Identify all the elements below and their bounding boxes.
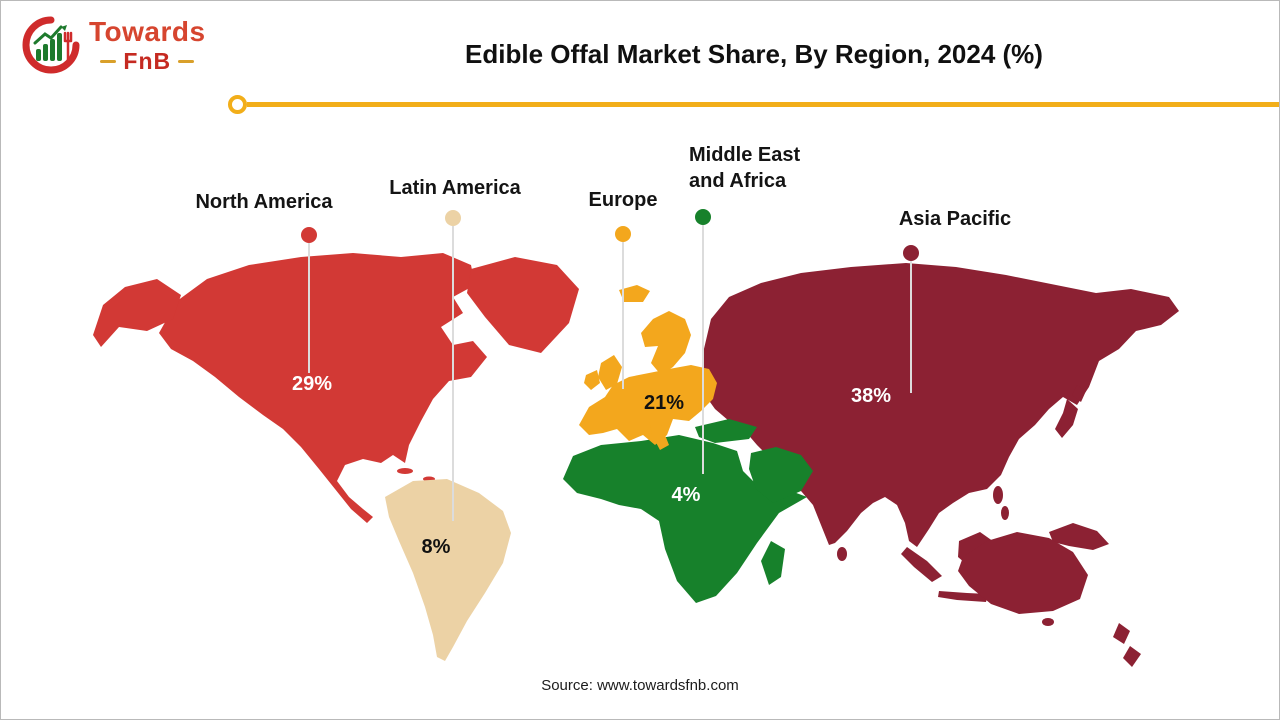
australia-shape xyxy=(958,532,1088,614)
marker-dot-north-america xyxy=(301,227,317,243)
leader-line-north-america xyxy=(308,243,310,373)
logo-line1: Towards xyxy=(89,15,206,47)
marker-dot-latin-america xyxy=(445,210,461,226)
divider-line xyxy=(247,102,1279,107)
iceland-shape xyxy=(619,285,650,302)
uk-shape xyxy=(598,355,622,390)
leader-line-asia-pacific xyxy=(910,261,912,393)
region-label-asia-pacific: Asia Pacific xyxy=(898,208,1012,230)
middle-east-africa-region xyxy=(563,419,813,603)
north-america-mainland-shape xyxy=(159,253,487,523)
italy-shape xyxy=(649,419,669,450)
marker-dot-europe xyxy=(615,226,631,242)
alaska-shape xyxy=(93,279,181,347)
sri-lanka-shape xyxy=(837,547,847,561)
java-shape xyxy=(938,591,988,602)
new-zealand-south-shape xyxy=(1123,646,1141,667)
page-title: Edible Offal Market Share, By Region, 20… xyxy=(465,39,1043,69)
towardsfnb-logo-icon xyxy=(22,16,80,74)
japan-shape xyxy=(1055,399,1078,438)
cuba-shape xyxy=(397,468,413,474)
south-america-shape xyxy=(385,479,511,661)
divider-ring-icon xyxy=(228,95,247,114)
japan-north-shape xyxy=(1072,385,1086,402)
region-label-north-america: North America xyxy=(195,191,333,213)
philippines-shape xyxy=(993,486,1003,504)
europe-region xyxy=(579,285,717,450)
marker-dot-asia-pacific xyxy=(903,245,919,261)
sumatra-shape xyxy=(901,547,942,582)
leader-line-middle-east-africa xyxy=(702,225,704,474)
region-label-latin-america: Latin America xyxy=(389,177,521,199)
greenland-shape xyxy=(467,257,579,353)
source-text: Source: www.towardsfnb.com xyxy=(541,677,739,694)
africa-shape xyxy=(563,435,807,603)
north-america-region xyxy=(93,253,579,523)
logo-wordmark: Towards FnB xyxy=(89,15,206,75)
scandinavia-shape xyxy=(641,311,691,375)
region-label-europe: Europe xyxy=(588,189,658,211)
asia-mainland-shape xyxy=(701,263,1179,547)
arabian-peninsula-shape xyxy=(749,447,813,503)
leader-line-europe xyxy=(622,242,624,389)
logo-line2: FnB xyxy=(89,48,206,75)
new-zealand-north-shape xyxy=(1113,623,1130,644)
asia-pacific-region xyxy=(701,263,1179,667)
madagascar-shape xyxy=(761,541,785,585)
tasmania-shape xyxy=(1042,618,1054,626)
value-europe: 21% xyxy=(643,392,685,414)
logo-dash-right xyxy=(178,60,195,64)
logo-dash-left xyxy=(100,60,117,64)
turkey-shape xyxy=(695,419,757,443)
towardsfnb-logo: Towards FnB xyxy=(21,15,206,77)
value-north-america: 29% xyxy=(291,373,333,395)
value-latin-america: 8% xyxy=(421,536,451,558)
new-guinea-shape xyxy=(1049,523,1109,550)
latin-america-region xyxy=(385,479,511,661)
logo-fnb-text: FnB xyxy=(123,48,172,75)
ireland-shape xyxy=(584,370,600,390)
philippines-south-shape xyxy=(1001,506,1009,520)
value-middle-east-africa: 4% xyxy=(671,484,701,506)
region-label-middle-east-africa: Middle East and Africa xyxy=(689,144,801,192)
marker-dot-middle-east-africa xyxy=(695,209,711,225)
value-asia-pacific: 38% xyxy=(850,385,892,407)
leader-line-latin-america xyxy=(452,226,454,521)
